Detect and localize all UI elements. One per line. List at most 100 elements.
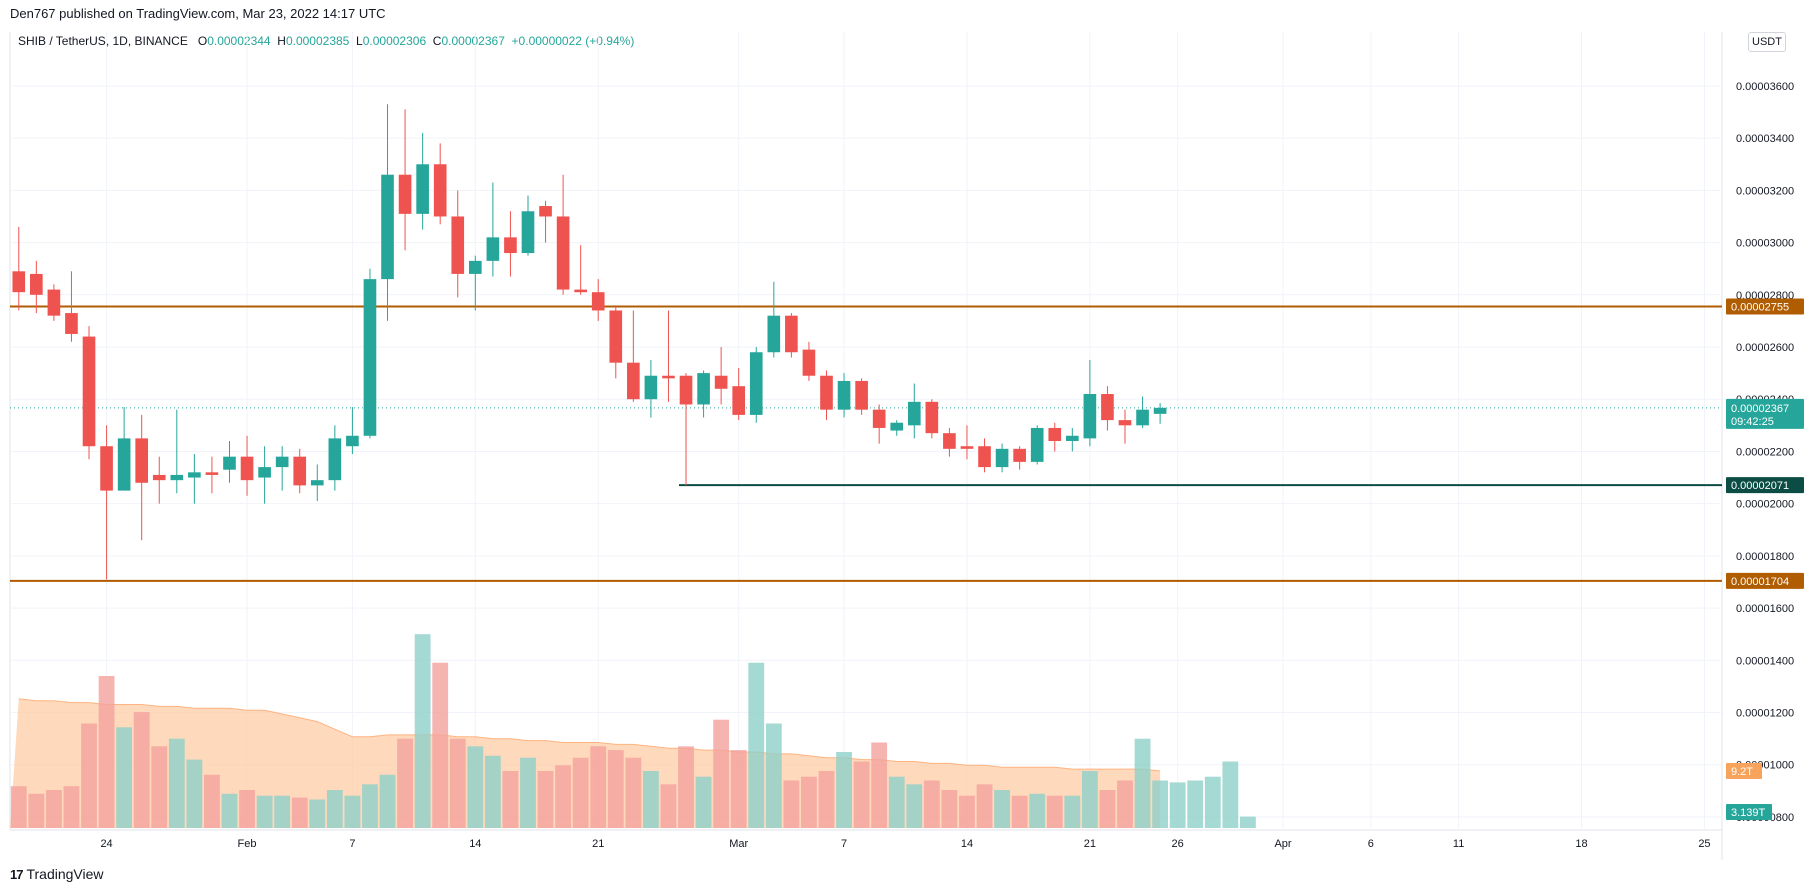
volume-bar xyxy=(414,634,431,828)
volume-bar xyxy=(168,738,185,828)
candle-down[interactable] xyxy=(152,474,166,481)
candle-down[interactable] xyxy=(943,433,956,449)
candle-down[interactable] xyxy=(539,206,552,217)
candle-down[interactable] xyxy=(205,472,219,475)
candle-down[interactable] xyxy=(855,380,868,410)
price-axis[interactable]: 0.00003600 0.00003400 0.00003200 0.00003000… xyxy=(1726,81,1804,824)
candle-up[interactable] xyxy=(170,474,184,481)
x-tick-label: 11 xyxy=(1453,838,1464,850)
candle-down[interactable] xyxy=(30,273,43,295)
candle-down[interactable] xyxy=(1048,427,1062,441)
candle-down[interactable] xyxy=(574,289,587,293)
candle-up[interactable] xyxy=(416,164,429,214)
candle-down[interactable] xyxy=(872,409,886,428)
x-tick-label: Apr xyxy=(1274,838,1291,850)
candles[interactable] xyxy=(12,104,1167,580)
candle-down[interactable] xyxy=(1013,448,1026,462)
volume-bar xyxy=(906,784,923,828)
candle-up[interactable] xyxy=(1153,407,1167,414)
candle-down[interactable] xyxy=(591,292,605,311)
candle-up[interactable] xyxy=(188,472,201,478)
last-price-label: 0.00002367 xyxy=(1731,403,1789,415)
candle-down[interactable] xyxy=(732,386,746,415)
candle-up[interactable] xyxy=(223,456,236,470)
volume-ma-tag xyxy=(1726,763,1762,779)
candle-down[interactable] xyxy=(1101,394,1114,421)
candle-up[interactable] xyxy=(1065,435,1079,441)
horizontal-levels[interactable] xyxy=(10,305,1722,582)
level-price-tag xyxy=(1726,572,1804,589)
candle-up[interactable] xyxy=(644,375,658,400)
candle-down[interactable] xyxy=(627,362,640,400)
candle-up[interactable] xyxy=(468,260,482,274)
candle-down[interactable] xyxy=(714,375,728,389)
candle-up[interactable] xyxy=(117,438,131,491)
candle-down[interactable] xyxy=(609,310,623,363)
time-axis[interactable]: 24 Feb 7 14 21 Mar 7 14 21 26 Apr 6 11 18 25 xyxy=(100,838,1710,850)
volume-bar xyxy=(1240,816,1256,828)
candle-down[interactable] xyxy=(135,438,149,483)
candle-down[interactable] xyxy=(293,456,307,486)
candle-up[interactable] xyxy=(837,380,851,410)
candle-up[interactable] xyxy=(258,467,271,478)
candle-down[interactable] xyxy=(433,164,447,217)
candle-down[interactable] xyxy=(978,446,991,468)
volume-bar xyxy=(397,738,413,828)
candle-up[interactable] xyxy=(275,456,289,468)
volume-bar xyxy=(1081,771,1098,828)
volume-bar xyxy=(1222,761,1239,828)
candle-up[interactable] xyxy=(521,211,535,254)
x-tick-label: 14 xyxy=(961,838,973,850)
candle-down[interactable] xyxy=(451,216,465,274)
candle-down[interactable] xyxy=(785,315,798,353)
candle-up[interactable] xyxy=(995,448,1009,468)
candle-up[interactable] xyxy=(346,435,359,447)
candle-down[interactable] xyxy=(82,336,96,447)
candle-up[interactable] xyxy=(697,373,710,405)
candle-down[interactable] xyxy=(398,174,412,214)
volume-bar xyxy=(643,771,659,828)
candle-up[interactable] xyxy=(310,480,324,486)
candle-down[interactable] xyxy=(556,216,570,290)
candle-down[interactable] xyxy=(47,289,61,316)
volume-bar xyxy=(748,662,765,828)
symbol-name[interactable]: SHIB / TetherUS, 1D, BINANCE xyxy=(18,34,188,48)
candle-up[interactable] xyxy=(1136,409,1149,426)
candle-down[interactable] xyxy=(960,446,974,449)
volume-bar xyxy=(1204,776,1221,828)
candle-down[interactable] xyxy=(662,375,675,379)
y-tick-label: 0.00003200 xyxy=(1736,185,1794,197)
candle-down[interactable] xyxy=(1118,420,1132,426)
volume-bar xyxy=(836,752,852,828)
candle-down[interactable] xyxy=(802,349,816,376)
candle-down[interactable] xyxy=(65,313,78,334)
candle-down[interactable] xyxy=(925,401,939,434)
candle-down[interactable] xyxy=(820,375,833,410)
candle-up[interactable] xyxy=(381,174,394,280)
candle-up[interactable] xyxy=(1030,427,1044,462)
volume-bar xyxy=(976,784,993,828)
candle-up[interactable] xyxy=(486,237,500,261)
candle-down[interactable] xyxy=(100,446,113,491)
candle-up[interactable] xyxy=(363,279,377,436)
volume-bar xyxy=(923,780,940,828)
candle-down[interactable] xyxy=(240,456,254,481)
candle-down[interactable] xyxy=(679,375,693,405)
volume-bar xyxy=(678,746,694,828)
candle-up[interactable] xyxy=(907,401,921,426)
candle-up[interactable] xyxy=(328,438,342,481)
candle-up[interactable] xyxy=(890,422,904,431)
candle-up[interactable] xyxy=(767,315,781,353)
currency-button[interactable]: USDT xyxy=(1748,32,1786,52)
candle-up[interactable] xyxy=(749,352,763,415)
change-value: +0.00000022 (+0.94%) xyxy=(511,34,635,48)
candle-down[interactable] xyxy=(12,271,26,293)
candle-down[interactable] xyxy=(504,237,517,254)
volume-bar xyxy=(1099,790,1116,828)
x-tick-label: Mar xyxy=(729,838,748,850)
candle-up[interactable] xyxy=(1083,394,1097,439)
y-tick-label: 0.00003400 xyxy=(1736,133,1794,145)
tradingview-logo[interactable]: 17 TradingView xyxy=(10,866,104,882)
volume-bar xyxy=(274,795,291,828)
